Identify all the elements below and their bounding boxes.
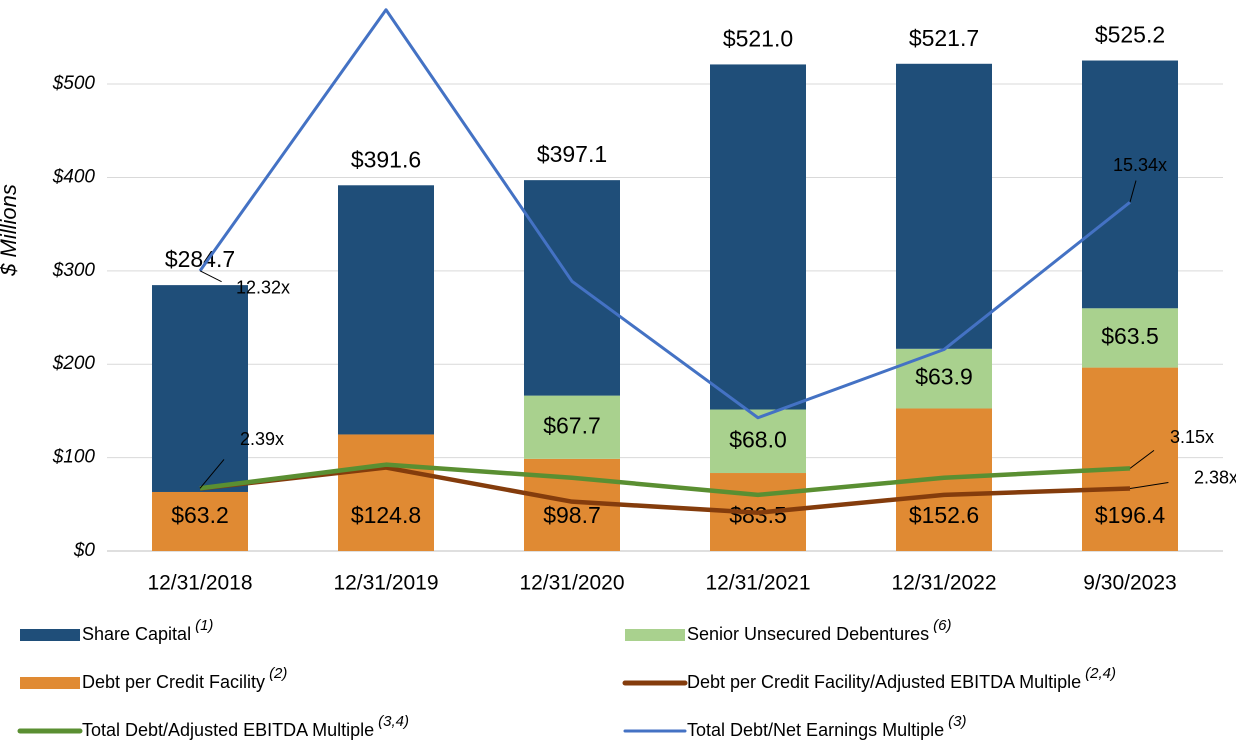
bar-value-label: $63.2 (171, 502, 229, 528)
leader-line (1129, 482, 1169, 490)
y-tick-label: $100 (52, 447, 96, 468)
line-value-label: 3.15x (1170, 427, 1214, 447)
bar-segment (1082, 367, 1178, 551)
x-tick-label: 12/31/2021 (705, 572, 810, 595)
legend-note: (2) (269, 665, 287, 682)
bar-segment (152, 285, 248, 492)
bar-segment (710, 64, 806, 410)
x-tick-label: 12/31/2022 (891, 572, 996, 595)
y-tick-label: $400 (52, 166, 96, 187)
total-label: $521.7 (909, 25, 979, 51)
y-tick-label: $200 (52, 353, 96, 374)
bar-segment (152, 491, 248, 551)
legend-name: Share Capital (82, 624, 191, 644)
legend-label: Debt per Credit Facility (2) (82, 665, 287, 692)
legend-label: Senior Unsecured Debentures (6) (687, 617, 951, 644)
legend-label: Debt per Credit Facility/Adjusted EBITDA… (687, 665, 1116, 692)
leader-line (1129, 449, 1155, 469)
legend-swatch (20, 629, 80, 641)
y-tick-label: $300 (52, 260, 96, 281)
x-tick-label: 12/31/2018 (147, 572, 252, 595)
bar-segment (896, 348, 992, 409)
line-series (198, 8, 1131, 420)
bar-segment (710, 409, 806, 474)
line-value-label: 2.38x (1194, 467, 1236, 487)
leader-line (1129, 180, 1137, 203)
bar-value-label: $124.8 (351, 502, 421, 528)
line-series (199, 462, 1131, 498)
total-label: $525.2 (1095, 22, 1165, 48)
bar-value-label: $152.6 (909, 502, 979, 528)
bar-value-label: $63.9 (915, 364, 973, 390)
legend-name: Debt per Credit Facility/Adjusted EBITDA… (687, 672, 1081, 692)
leader-line (199, 270, 222, 283)
legend-label: Total Debt/Adjusted EBITDA Multiple (3,4) (82, 713, 409, 740)
bar-segment (524, 395, 620, 459)
bar-value-label: $68.0 (729, 426, 787, 452)
legend-note: (1) (195, 617, 213, 634)
legend-name: Debt per Credit Facility (82, 672, 265, 692)
bar-value-label: $196.4 (1095, 502, 1166, 528)
bar-segment (338, 434, 434, 551)
y-tick-label: $0 (73, 540, 96, 561)
total-label: $391.6 (351, 146, 421, 172)
bar-segment (1082, 308, 1178, 368)
bar-value-label: $67.7 (543, 412, 601, 438)
line-value-label: 12.32x (236, 278, 290, 298)
total-label: $397.1 (537, 141, 607, 167)
x-tick-label: 12/31/2019 (333, 572, 438, 595)
legend-name: Senior Unsecured Debentures (687, 624, 929, 644)
legend-swatch (625, 629, 685, 641)
total-label: $284.7 (165, 246, 235, 272)
bar-segment (896, 63, 992, 349)
legend-label: Share Capital (1) (82, 617, 213, 644)
bar-segment (1082, 60, 1178, 309)
line-value-label: 2.39x (240, 429, 284, 449)
x-tick-label: 12/31/2020 (519, 572, 624, 595)
bar-segment (524, 180, 620, 396)
x-tick-label: 9/30/2023 (1083, 572, 1176, 595)
y-axis-label: $ Millions (0, 184, 21, 277)
line-series (199, 465, 1131, 515)
legend-note: (2,4) (1085, 665, 1116, 682)
legend-name: Total Debt/Net Earnings Multiple (687, 720, 944, 740)
y-tick-label: $500 (52, 73, 96, 94)
legend-swatch (20, 677, 80, 689)
legend-label: Total Debt/Net Earnings Multiple (3) (687, 713, 966, 740)
legend-note: (3) (948, 713, 966, 730)
bar-value-label: $63.5 (1101, 323, 1159, 349)
legend-name: Total Debt/Adjusted EBITDA Multiple (82, 720, 374, 740)
legend-note: (6) (933, 617, 951, 634)
legend-note: (3,4) (378, 713, 409, 730)
leader-line (199, 459, 225, 489)
bar-value-label: $98.7 (543, 502, 601, 528)
bar-segment (338, 185, 434, 435)
bar-value-label: $83.5 (729, 502, 787, 528)
line-value-label: 15.34x (1113, 155, 1167, 175)
total-label: $521.0 (723, 26, 793, 52)
